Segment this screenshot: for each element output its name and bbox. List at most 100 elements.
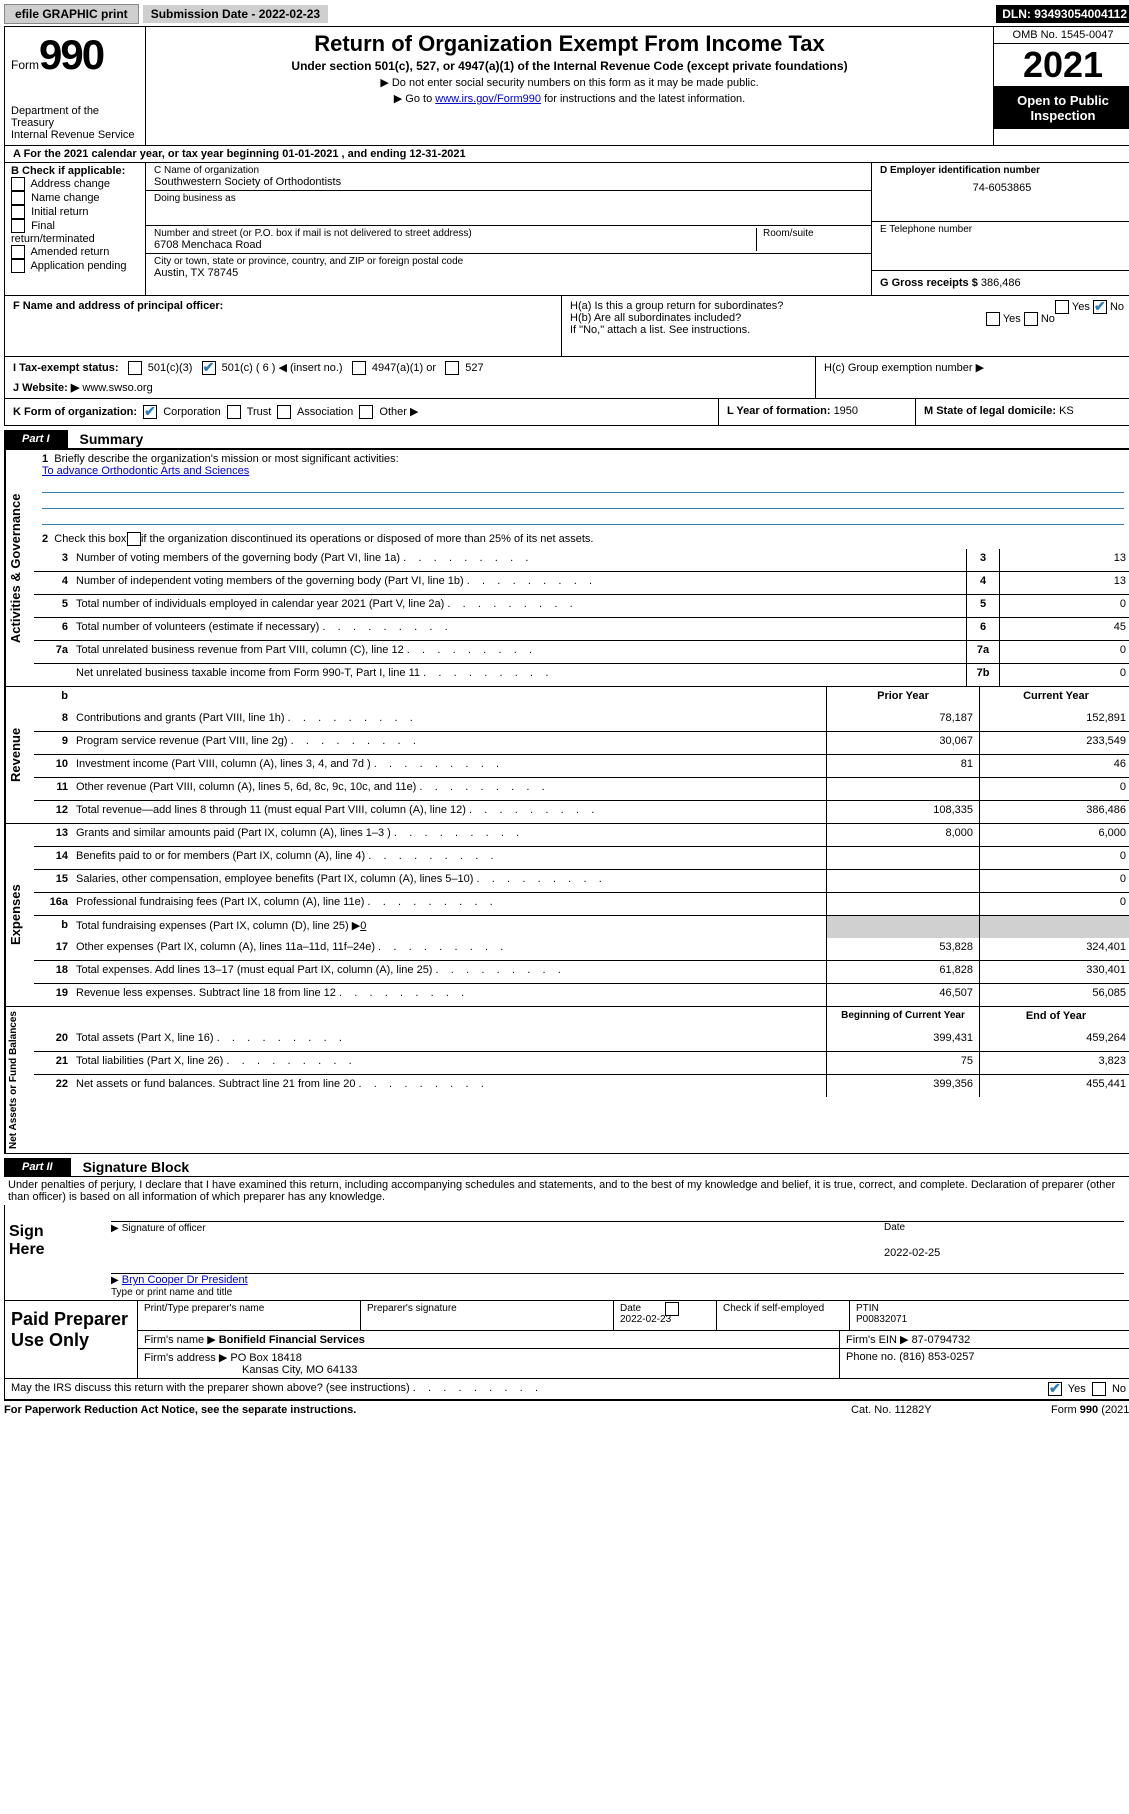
box-b-item: Final return/terminated — [11, 219, 139, 245]
instructions-link[interactable]: www.irs.gov/Form990 — [435, 93, 541, 105]
street-value: 6708 Menchaca Road — [154, 239, 756, 251]
summary-row: 9Program service revenue (Part VIII, lin… — [34, 731, 1129, 754]
box-b: B Check if applicable: Address change Na… — [5, 163, 146, 295]
row-num — [34, 664, 72, 686]
hb-yes-checkbox[interactable] — [986, 312, 1000, 326]
sidebar-revenue: Revenue — [5, 687, 34, 823]
row-curr: 386,486 — [979, 801, 1129, 823]
box-e: E Telephone number — [872, 222, 1129, 271]
box-b-item: Application pending — [11, 259, 139, 273]
row-prior — [826, 893, 979, 915]
firm-phone-label: Phone no. — [846, 1351, 899, 1363]
row-curr: 459,264 — [979, 1029, 1129, 1051]
row-num: 7a — [34, 641, 72, 663]
self-employed-checkbox[interactable] — [665, 1302, 679, 1316]
content-activities: 1 Briefly describe the organization's mi… — [34, 450, 1129, 686]
box-f: F Name and address of principal officer: — [5, 296, 562, 356]
note2-pre: ▶ Go to — [394, 93, 435, 105]
officer-name-link[interactable]: Bryn Cooper Dr President — [122, 1274, 248, 1286]
corp-checkbox[interactable] — [143, 405, 157, 419]
ha-no: No — [1110, 301, 1124, 313]
row-text: Number of voting members of the governin… — [72, 549, 966, 571]
row-text: Professional fundraising fees (Part IX, … — [72, 893, 826, 915]
box-b-checkbox[interactable] — [11, 259, 25, 273]
row-16b: b Total fundraising expenses (Part IX, c… — [34, 915, 1129, 938]
city-label: City or town, state or province, country… — [154, 256, 863, 267]
summary-section-1: Activities & Governance 1 Briefly descri… — [4, 449, 1129, 687]
may-yes-checkbox[interactable] — [1048, 1382, 1062, 1396]
org-name: Southwestern Society of Orthodontists — [154, 176, 863, 188]
4947-checkbox[interactable] — [352, 361, 366, 375]
row-num: 22 — [34, 1075, 72, 1097]
org-name-row: C Name of organization Southwestern Soci… — [146, 163, 871, 191]
other-checkbox[interactable] — [359, 405, 373, 419]
501c3-checkbox[interactable] — [128, 361, 142, 375]
ptin-value: P00832071 — [856, 1314, 907, 1325]
part-1-title: Summary — [68, 431, 144, 447]
line-a: A For the 2021 calendar year, or tax yea… — [4, 146, 1129, 163]
col-prior-year: Prior Year — [826, 687, 979, 709]
501c-checkbox[interactable] — [202, 361, 216, 375]
prep-firm-row: Firm's name ▶ Bonifield Financial Servic… — [138, 1331, 1129, 1349]
firm-name-label: Firm's name ▶ — [144, 1334, 219, 1346]
row-num: 13 — [34, 824, 72, 846]
row-text: Revenue less expenses. Subtract line 18 … — [72, 984, 826, 1006]
527-checkbox[interactable] — [445, 361, 459, 375]
q2-block: 2 Check this box ▶ if the organization d… — [34, 529, 1129, 549]
opt-501c: 501(c) ( 6 ) ◀ (insert no.) — [222, 362, 343, 374]
box-b-checkbox[interactable] — [11, 191, 25, 205]
row-num: 16a — [34, 893, 72, 915]
irs-label: Internal Revenue Service — [11, 129, 139, 141]
assoc-checkbox[interactable] — [277, 405, 291, 419]
box-b-checkbox[interactable] — [11, 205, 25, 219]
box-b-checkbox[interactable] — [11, 219, 25, 233]
form-title-box: Return of Organization Exempt From Incom… — [146, 27, 994, 145]
summary-row: 11Other revenue (Part VIII, column (A), … — [34, 777, 1129, 800]
row-val: 0 — [999, 664, 1129, 686]
box-b-item-label: Application pending — [30, 260, 126, 272]
opt-other: Other ▶ — [379, 406, 418, 418]
row-val: 0 — [999, 595, 1129, 617]
year-formation-value: 1950 — [834, 405, 858, 417]
row-curr: 3,823 — [979, 1052, 1129, 1074]
firm-ein-cell: Firm's EIN ▶ 87-0794732 — [840, 1331, 1129, 1348]
box-b-checkbox[interactable] — [11, 177, 25, 191]
box-c: C Name of organization Southwestern Soci… — [146, 163, 872, 295]
q16b-num: b — [34, 916, 72, 938]
phone-label: E Telephone number — [880, 224, 1124, 235]
efile-print-button[interactable]: efile GRAPHIC print — [4, 4, 139, 24]
row-text: Grants and similar amounts paid (Part IX… — [72, 824, 826, 846]
line-a-text: A For the 2021 calendar year, or tax yea… — [13, 148, 282, 160]
prep-h5: PTIN P00832071 — [850, 1301, 1129, 1330]
q2-checkbox[interactable] — [127, 532, 141, 546]
firm-addr-2: Kansas City, MO 64133 — [242, 1364, 357, 1376]
ha-yes: Yes — [1072, 301, 1090, 313]
mission-link[interactable]: To advance Orthodontic Arts and Sciences — [42, 465, 249, 477]
ha-text: H(a) Is this a group return for subordin… — [570, 300, 783, 312]
may-no-checkbox[interactable] — [1092, 1382, 1106, 1396]
form-number: 990 — [39, 31, 103, 78]
city-value: Austin, TX 78745 — [154, 267, 863, 279]
hc-text: H(c) Group exemption number ▶ — [824, 361, 1124, 374]
row-text: Other expenses (Part IX, column (A), lin… — [72, 938, 826, 960]
trust-checkbox[interactable] — [227, 405, 241, 419]
form-of-org-label: K Form of organization: — [13, 406, 137, 418]
box-b-item: Name change — [11, 191, 139, 205]
sig-row-1: ▶ Signature of officer Date — [83, 1205, 1129, 1245]
ha-yes-checkbox[interactable] — [1055, 300, 1069, 314]
open-to-public: Open to Public Inspection — [994, 87, 1129, 129]
box-b-checkbox[interactable] — [11, 245, 25, 259]
firm-phone-value: (816) 853-0257 — [899, 1351, 974, 1363]
ha-no-checkbox[interactable] — [1093, 300, 1107, 314]
may-irs-row: May the IRS discuss this return with the… — [4, 1379, 1129, 1400]
summary-section-3: Expenses 13Grants and similar amounts pa… — [4, 824, 1129, 1007]
box-b-title: B Check if applicable: — [11, 165, 139, 177]
q1-text: Briefly describe the organization's miss… — [54, 453, 398, 465]
part-2-title: Signature Block — [71, 1159, 190, 1175]
row-curr: 455,441 — [979, 1075, 1129, 1097]
box-deg: D Employer identification number 74-6053… — [872, 163, 1129, 295]
row-lbl: 6 — [966, 618, 999, 640]
hb-no-checkbox[interactable] — [1024, 312, 1038, 326]
col-current-year: Current Year — [979, 687, 1129, 709]
row-curr: 46 — [979, 755, 1129, 777]
